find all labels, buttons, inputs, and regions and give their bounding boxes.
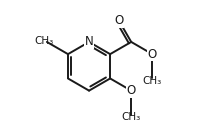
Text: CH₃: CH₃ xyxy=(143,76,162,86)
Text: N: N xyxy=(85,35,94,48)
Text: O: O xyxy=(148,48,157,61)
Text: O: O xyxy=(127,84,136,97)
Text: O: O xyxy=(114,14,124,27)
Text: CH₃: CH₃ xyxy=(122,112,141,122)
Text: CH₃: CH₃ xyxy=(35,36,54,46)
